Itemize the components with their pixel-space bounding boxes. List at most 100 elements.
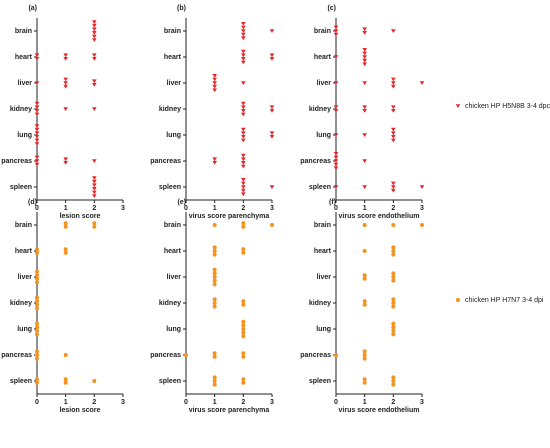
y-tick-label: kidney xyxy=(309,300,331,307)
legend-label: chicken HP H7N7 3-4 dpi xyxy=(465,297,544,304)
point xyxy=(362,27,367,32)
point xyxy=(34,131,40,136)
point xyxy=(212,74,217,78)
panel-title: (f) xyxy=(329,199,336,206)
point xyxy=(241,247,246,252)
point xyxy=(362,273,367,278)
point xyxy=(35,306,39,311)
point xyxy=(362,380,367,385)
point xyxy=(212,379,217,383)
point xyxy=(92,31,97,35)
point xyxy=(241,188,246,193)
point xyxy=(391,252,396,257)
y-tick-label: liver xyxy=(167,274,182,281)
point xyxy=(63,107,68,111)
y-tick-label: pancreas xyxy=(300,158,331,165)
point xyxy=(34,138,40,143)
point xyxy=(63,377,68,382)
point xyxy=(362,185,367,189)
point xyxy=(35,356,39,361)
point xyxy=(391,127,396,132)
point xyxy=(241,250,246,255)
point xyxy=(391,375,396,380)
point xyxy=(241,221,246,226)
x-tick-label: 0 xyxy=(334,205,338,212)
point xyxy=(34,124,40,128)
point xyxy=(63,53,68,58)
point xyxy=(92,34,97,39)
x-tick-label: 3 xyxy=(270,399,274,406)
x-tick-label: 2 xyxy=(241,205,245,212)
point xyxy=(92,176,97,180)
point xyxy=(92,79,97,84)
point xyxy=(391,245,396,250)
x-tick-label: 3 xyxy=(121,399,125,406)
point xyxy=(212,275,217,279)
point xyxy=(34,81,40,85)
point xyxy=(241,112,246,117)
point xyxy=(212,223,217,227)
y-tick-label: pancreas xyxy=(300,352,331,359)
point xyxy=(34,159,40,163)
point xyxy=(34,53,40,58)
point xyxy=(35,321,39,326)
x-tick-label: 3 xyxy=(270,205,274,212)
point xyxy=(35,247,39,252)
point xyxy=(212,88,217,93)
point xyxy=(391,271,396,276)
point xyxy=(212,161,217,165)
point xyxy=(212,157,217,162)
point xyxy=(63,250,68,255)
point xyxy=(241,185,246,189)
point xyxy=(362,58,367,63)
point xyxy=(419,185,425,189)
point xyxy=(63,57,68,61)
point xyxy=(333,185,339,189)
point xyxy=(34,101,40,106)
point xyxy=(391,81,396,85)
point xyxy=(34,135,40,139)
point xyxy=(391,325,396,330)
y-tick-label: lung xyxy=(166,132,181,139)
point xyxy=(241,60,246,65)
point xyxy=(362,353,367,357)
point xyxy=(241,178,246,182)
y-tick-label: spleen xyxy=(309,378,331,385)
point xyxy=(92,190,97,195)
point xyxy=(63,84,68,89)
x-tick-label: 1 xyxy=(213,399,217,406)
point xyxy=(241,105,246,110)
point xyxy=(241,334,246,339)
point xyxy=(35,380,39,385)
y-tick-label: heart xyxy=(15,248,33,255)
point xyxy=(334,353,338,357)
point xyxy=(391,328,396,333)
y-tick-label: spleen xyxy=(159,378,181,385)
point xyxy=(63,161,68,165)
point xyxy=(362,299,367,304)
x-tick-label: 2 xyxy=(391,399,395,406)
y-tick-label: lung xyxy=(316,132,331,139)
point xyxy=(212,271,217,276)
y-tick-label: brain xyxy=(15,222,32,229)
y-tick-label: liver xyxy=(167,80,182,87)
x-tick-label: 0 xyxy=(334,399,338,406)
y-tick-label: pancreas xyxy=(150,158,181,165)
point xyxy=(391,297,396,302)
point xyxy=(92,187,97,191)
point xyxy=(35,328,39,333)
point xyxy=(63,224,68,229)
y-tick-label: kidney xyxy=(10,300,32,307)
x-tick-label: 2 xyxy=(391,205,395,212)
point xyxy=(333,133,339,137)
point xyxy=(362,48,367,52)
point xyxy=(391,131,396,136)
point xyxy=(35,250,39,255)
point xyxy=(362,81,367,85)
point xyxy=(35,295,39,300)
x-axis-label: virus score endothelium xyxy=(339,407,420,414)
point xyxy=(362,109,367,113)
point xyxy=(92,159,97,163)
point xyxy=(269,29,275,33)
